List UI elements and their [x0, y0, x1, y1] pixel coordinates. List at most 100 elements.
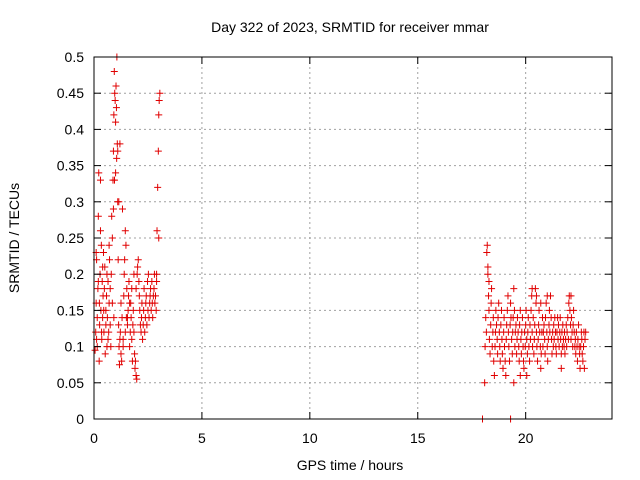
data-point: [154, 183, 162, 191]
data-point: [567, 314, 575, 322]
data-point: [103, 270, 111, 278]
data-point: [537, 364, 545, 372]
data-point: [123, 314, 131, 322]
data-point: [105, 328, 113, 336]
data-point: [140, 285, 148, 293]
data-point: [502, 372, 510, 380]
data-point: [561, 350, 569, 358]
data-point: [115, 321, 123, 329]
data-point: [510, 379, 518, 387]
data-point: [528, 285, 536, 293]
data-point: [535, 306, 543, 314]
y-tick-label: 0.1: [65, 339, 85, 355]
data-point: [111, 89, 119, 97]
x-tick-label: 5: [198, 430, 206, 446]
data-point: [106, 285, 114, 293]
data-point: [156, 89, 164, 97]
data-point: [557, 364, 565, 372]
data-point: [118, 205, 126, 213]
data-point: [141, 328, 149, 336]
data-point: [500, 314, 508, 322]
data-point: [112, 82, 120, 90]
data-point: [541, 350, 549, 358]
data-point: [580, 343, 588, 351]
data-point: [504, 292, 512, 300]
data-point: [149, 314, 157, 322]
data-point: [129, 321, 137, 329]
data-point: [113, 154, 121, 162]
data-point: [155, 234, 163, 242]
data-point: [94, 277, 102, 285]
data-point: [150, 285, 158, 293]
x-tick-label: 0: [90, 430, 98, 446]
data-point: [544, 357, 552, 365]
y-tick-label: 0.45: [57, 85, 84, 101]
data-point: [581, 335, 589, 343]
y-tick-label: 0.05: [57, 375, 84, 391]
data-point: [110, 67, 118, 75]
data-point: [96, 227, 104, 235]
data-point: [91, 346, 99, 354]
data-point: [101, 350, 109, 358]
data-point: [122, 241, 130, 249]
y-tick-label: 0.5: [65, 49, 85, 65]
data-point: [132, 285, 140, 293]
data-point: [99, 248, 107, 256]
data-point: [495, 299, 503, 307]
data-point: [131, 350, 139, 358]
data-point: [135, 277, 143, 285]
data-point: [131, 364, 139, 372]
data-point: [153, 227, 161, 235]
data-point: [121, 256, 129, 264]
data-point: [534, 335, 542, 343]
data-point: [567, 292, 575, 300]
data-point: [490, 372, 498, 380]
data-point: [482, 328, 490, 336]
x-tick-label: 20: [518, 430, 534, 446]
data-point: [153, 270, 161, 278]
data-point: [482, 314, 490, 322]
data-point: [537, 299, 545, 307]
data-point: [108, 212, 116, 220]
data-point: [108, 234, 116, 242]
data-points: [91, 53, 590, 423]
x-axis-label: GPS time / hours: [297, 457, 404, 473]
data-point: [153, 277, 161, 285]
data-point: [94, 285, 102, 293]
data-point: [135, 292, 143, 300]
data-point: [95, 357, 103, 365]
data-point: [526, 357, 534, 365]
data-point: [556, 314, 564, 322]
y-tick-label: 0.35: [57, 158, 84, 174]
data-point: [580, 364, 588, 372]
data-point: [485, 306, 493, 314]
data-point: [485, 292, 493, 300]
data-point: [488, 285, 496, 293]
data-point: [543, 292, 551, 300]
data-point: [126, 343, 134, 351]
data-point: [96, 176, 104, 184]
data-point: [483, 241, 491, 249]
data-point: [143, 321, 151, 329]
data-point: [520, 364, 528, 372]
data-point: [107, 343, 115, 351]
data-point: [155, 96, 163, 104]
data-point: [114, 147, 122, 155]
data-point: [95, 299, 103, 307]
data-point: [119, 343, 127, 351]
data-point: [494, 314, 502, 322]
data-point: [485, 335, 493, 343]
data-point: [115, 361, 123, 369]
data-point: [119, 335, 127, 343]
data-point: [97, 241, 105, 249]
y-tick-label: 0.15: [57, 302, 84, 318]
data-point: [487, 299, 495, 307]
data-point: [523, 350, 531, 358]
data-point: [516, 321, 524, 329]
data-point: [115, 198, 123, 206]
data-point: [129, 306, 137, 314]
data-point: [498, 350, 506, 358]
data-point: [130, 328, 138, 336]
